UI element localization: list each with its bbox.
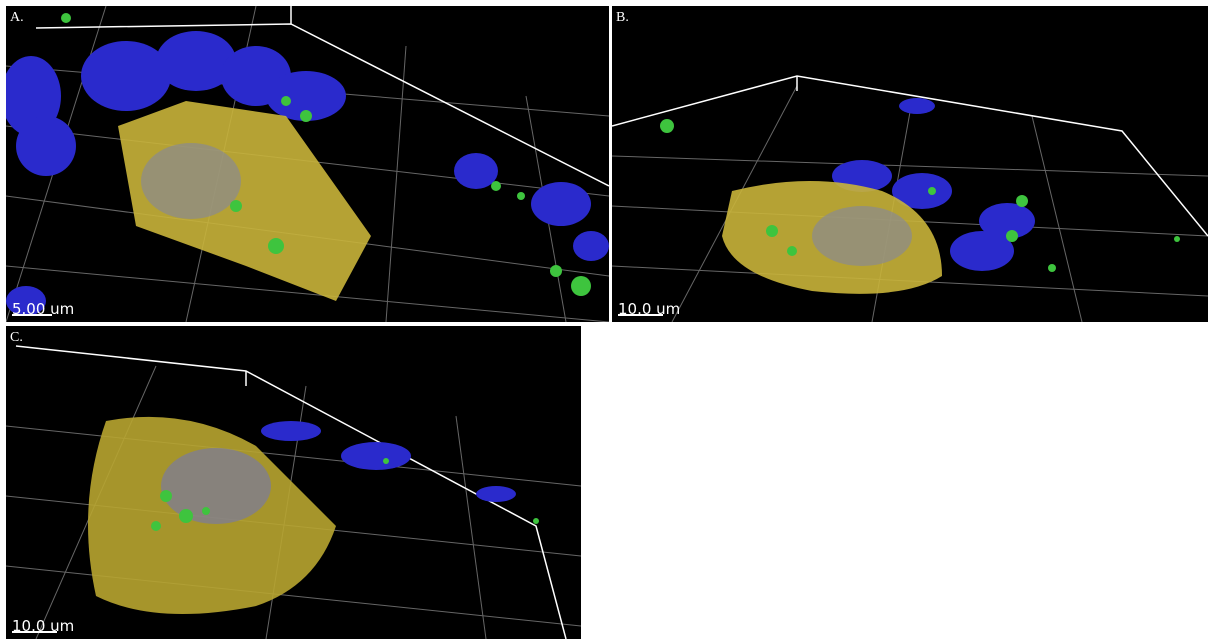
panel-a: A. 5.00 um [6, 6, 609, 322]
rendering [6, 6, 609, 322]
panel-label: C. [10, 330, 23, 346]
panel-label: A. [10, 10, 24, 26]
panel-label: B. [616, 10, 629, 26]
rendering [612, 6, 1208, 322]
figure: A. 5.00 um B. 10.0 um [0, 0, 1208, 639]
scale-bar: 10.0 um [618, 300, 680, 318]
scale-bar: 10.0 um [12, 617, 74, 635]
scale-bar: 5.00 um [12, 300, 74, 318]
rendering [6, 326, 581, 639]
panel-c: C. 10.0 um [6, 326, 581, 639]
panel-b: B. 10.0 um [612, 6, 1208, 322]
